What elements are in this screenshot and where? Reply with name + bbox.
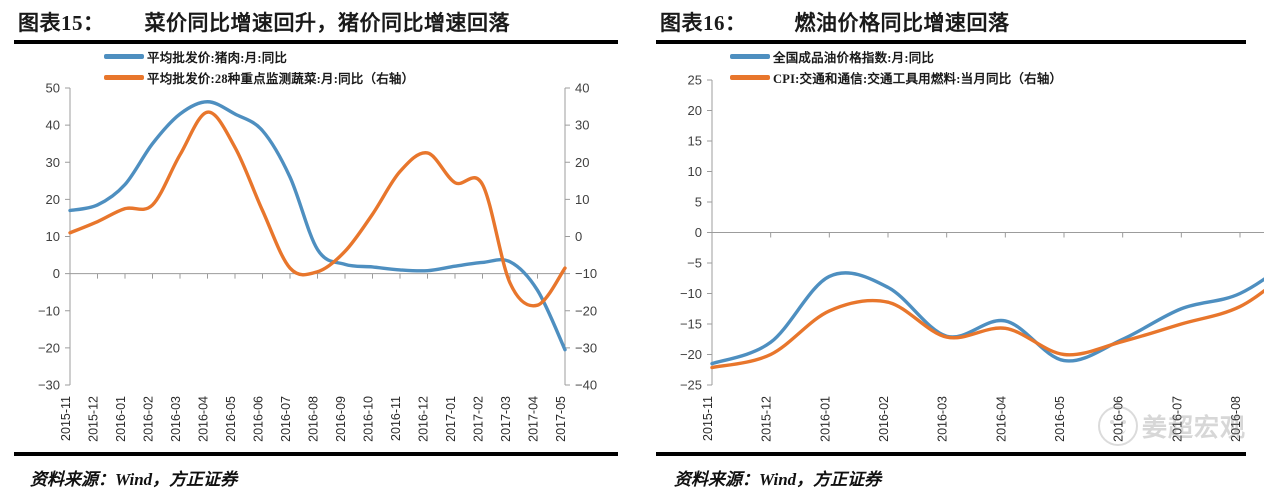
x-axis-tick-label: 2015-12 xyxy=(760,396,774,442)
figure-15-source: 资料来源：Wind，方正证券 xyxy=(30,470,238,489)
x-axis-tick-label: 2016-03 xyxy=(169,396,183,442)
x-axis-tick-label: 2016-08 xyxy=(307,396,321,442)
y-axis-left-tick-label: −30 xyxy=(38,378,60,393)
x-axis-tick-label: 2017-01 xyxy=(444,396,458,442)
x-axis-tick-label: 2016-03 xyxy=(936,396,950,442)
y-axis-right-tick-label: 30 xyxy=(575,118,589,133)
figure-16-source: 资料来源：Wind，方正证券 xyxy=(674,470,882,489)
x-axis-tick-label: 2016-09 xyxy=(334,396,348,442)
x-axis-tick-label: 2015-11 xyxy=(59,396,73,441)
y-axis-left-tick-label: 10 xyxy=(46,229,60,244)
y-axis-left-tick-label: −25 xyxy=(680,378,702,393)
y-axis-left-tick-label: 15 xyxy=(688,134,702,149)
x-axis-tick-label: 2016-02 xyxy=(877,396,891,442)
y-axis-left-tick-label: 0 xyxy=(53,266,60,281)
chart-16-svg: 2520151050−5−10−15−20−2520151050−5−10−15… xyxy=(680,73,1264,442)
y-axis-left-tick-label: −10 xyxy=(38,303,60,318)
series-line-blue xyxy=(68,100,567,352)
x-axis-tick-label: 2016-02 xyxy=(142,396,156,442)
x-axis-tick-label: 2016-12 xyxy=(417,396,431,442)
x-axis-tick-label: 2016-08 xyxy=(1229,396,1243,442)
x-axis-tick-label: 2016-11 xyxy=(389,396,403,441)
y-axis-left-tick-label: −10 xyxy=(680,286,702,301)
y-axis-left-tick-label: 20 xyxy=(46,192,60,207)
y-axis-left-tick-label: 5 xyxy=(695,195,702,210)
x-axis-tick-label: 2016-10 xyxy=(362,396,376,442)
y-axis-left-tick-label: 25 xyxy=(688,73,702,88)
y-axis-right-tick-label: 0 xyxy=(575,229,582,244)
figure-16-title: 燃油价格同比增速回落 xyxy=(794,11,1010,35)
figure-15-top-rule xyxy=(14,40,618,44)
x-axis-tick-label: 2016-05 xyxy=(1053,396,1067,442)
figure-15-plot-area: 50 40 30 20 10 0 −10 −20 −30 40 30 20 10 0 −10 −20 −30 −4… xyxy=(38,81,597,442)
y-axis-left-tick-label: 0 xyxy=(695,225,702,240)
x-axis-tick-label: 2016-06 xyxy=(252,396,266,442)
figure-15-number: 图表15： xyxy=(18,11,105,35)
x-axis-tick-label: 2017-03 xyxy=(499,396,513,442)
y-axis-right-tick-label: 10 xyxy=(575,192,589,207)
x-axis-tick-label: 2016-07 xyxy=(1170,396,1184,442)
figure-16-number: 图表16： xyxy=(660,11,747,35)
figure-15-title: 菜价同比增速回升，猪价同比增速回落 xyxy=(144,11,510,35)
figure-15-title-row: 图表15： 菜价同比增速回升，猪价同比增速回落 xyxy=(0,4,632,40)
figure-16-bottom-rule xyxy=(656,452,1246,456)
figure-panel-16: 图表16： 燃油价格同比增速回落 全国成品油价格指数:月:同比 CPI:交通和通… xyxy=(632,0,1264,498)
y-axis-left-tick-label: −15 xyxy=(680,317,702,332)
y-axis-left-tick-label: −5 xyxy=(687,256,702,271)
chart-15-svg: 50 40 30 20 10 0 −10 −20 −30 40 30 20 10 0 −10 −20 −30 −4… xyxy=(38,81,597,442)
x-axis-tick-label: 2015-12 xyxy=(87,396,101,442)
x-axis-tick-label: 2016-05 xyxy=(224,396,238,442)
y-axis-right-tick-label: −40 xyxy=(575,378,597,393)
figure-16-top-rule xyxy=(656,40,1246,44)
y-axis-left-tick-label: 50 xyxy=(46,81,60,96)
y-axis-left-tick-label: 20 xyxy=(688,103,702,118)
y-axis-left-tick-label: 40 xyxy=(46,118,60,133)
figure-16-plot-area: 2520151050−5−10−15−20−2520151050−5−10−15… xyxy=(632,0,1264,498)
y-axis-right-tick-label: −10 xyxy=(575,266,597,281)
x-axis-tick-label: 2016-07 xyxy=(279,396,293,442)
y-axis-left-tick-label: −20 xyxy=(38,340,60,355)
y-axis-left-tick-label: 30 xyxy=(46,155,60,170)
series-line-orange xyxy=(68,110,567,308)
x-axis-tick-label: 2017-04 xyxy=(527,396,541,442)
x-axis-tick-label: 2016-04 xyxy=(197,396,211,442)
series-line-orange xyxy=(710,288,1264,370)
figure-15-bottom-rule xyxy=(14,452,618,456)
x-axis-tick-label: 2017-05 xyxy=(554,396,568,442)
x-axis-tick-label: 2017-02 xyxy=(472,396,486,442)
x-axis-tick-label: 2016-06 xyxy=(1112,396,1126,442)
y-axis-right-tick-label: 40 xyxy=(575,81,589,96)
series-line-blue xyxy=(710,271,1264,366)
x-axis-tick-label: 2016-01 xyxy=(818,396,832,442)
figure-16-title-row: 图表16： 燃油价格同比增速回落 xyxy=(632,4,1264,40)
y-axis-right-tick-label: 20 xyxy=(575,155,589,170)
y-axis-left-tick-label: −20 xyxy=(680,347,702,362)
x-axis-tick-label: 2015-11 xyxy=(701,396,715,441)
x-axis-tick-label: 2016-04 xyxy=(994,396,1008,442)
y-axis-right-tick-label: −20 xyxy=(575,303,597,318)
x-axis-tick-label: 2016-01 xyxy=(114,396,128,442)
figure-panel-15: 图表15： 菜价同比增速回升，猪价同比增速回落 平均批发价:猪肉:月:同比 平均… xyxy=(0,4,632,489)
y-axis-right-tick-label: −30 xyxy=(575,340,597,355)
y-axis-left-tick-label: 10 xyxy=(688,164,702,179)
